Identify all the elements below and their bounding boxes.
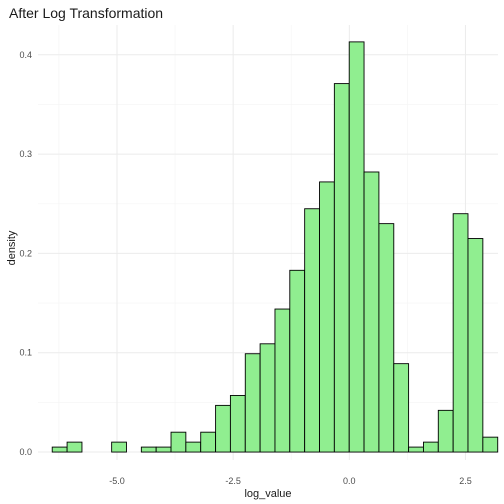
histogram-bar xyxy=(111,441,127,453)
histogram-bar xyxy=(185,441,202,453)
histogram-bar xyxy=(229,394,246,453)
y-tick-label: 0.3 xyxy=(19,149,32,159)
histogram-bar xyxy=(437,409,454,453)
bars xyxy=(51,41,499,453)
chart-title: After Log Transformation xyxy=(9,5,163,21)
histogram-bar xyxy=(155,446,172,453)
histogram-bar xyxy=(393,363,410,453)
y-tick-label: 0.1 xyxy=(19,348,32,358)
y-tick-label: 0.4 xyxy=(19,50,32,60)
x-tick-label: 0.0 xyxy=(343,476,356,486)
histogram-bar xyxy=(215,404,231,453)
histogram-bar xyxy=(259,343,276,453)
x-tick-label: 2.5 xyxy=(459,476,472,486)
x-axis-ticks: -5.0 -2.5 0.0 2.5 xyxy=(109,476,472,486)
y-axis-title: density xyxy=(6,230,18,265)
histogram-bar xyxy=(304,208,320,453)
y-tick-label: 0.2 xyxy=(19,248,32,258)
x-axis-title: log_value xyxy=(244,488,291,500)
histogram-bar xyxy=(319,181,335,453)
histogram-bar xyxy=(408,446,424,453)
histogram-bar xyxy=(378,223,395,453)
y-tick-label: 0.0 xyxy=(19,447,32,457)
histogram-bar xyxy=(467,238,484,453)
histogram-bar xyxy=(244,353,261,453)
histogram-bar xyxy=(289,269,306,453)
x-tick-label: -2.5 xyxy=(225,476,241,486)
histogram-bar xyxy=(140,446,157,453)
histogram-bar xyxy=(51,446,68,453)
histogram-bar xyxy=(200,431,217,453)
y-axis-ticks: 0.0 0.1 0.2 0.3 0.4 xyxy=(19,50,32,457)
histogram-bar xyxy=(452,213,469,453)
histogram-bar xyxy=(348,41,365,453)
histogram-bar xyxy=(333,83,350,453)
histogram-bar xyxy=(423,441,439,453)
histogram-bar xyxy=(274,308,291,453)
histogram-bar xyxy=(66,441,83,453)
x-tick-label: -5.0 xyxy=(109,476,125,486)
histogram-bar xyxy=(482,436,499,453)
histogram-bar xyxy=(170,431,187,453)
histogram-bar xyxy=(363,171,380,453)
